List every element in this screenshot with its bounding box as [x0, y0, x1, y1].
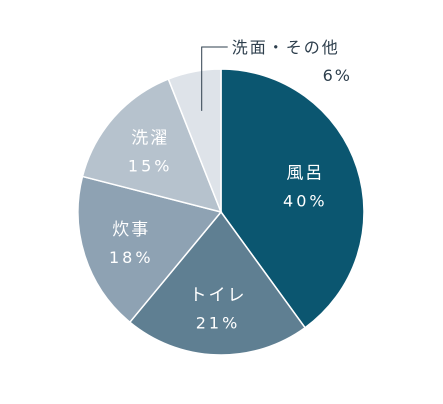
callout-leader-line [201, 46, 228, 111]
pie-slice-cooking [77, 175, 223, 324]
slice-label-laundry: 洗濯 [131, 129, 169, 149]
pie-slices [77, 68, 365, 356]
slice-value-bath: 40% [283, 192, 328, 211]
callout-label-washbasin-other: 洗面・その他 [232, 38, 340, 57]
callout-value-washbasin-other: 6% [323, 66, 352, 85]
pie-slice-washbasin-other [167, 68, 222, 213]
slice-label-cooking: 炊事 [112, 220, 150, 240]
slice-value-cooking: 18% [109, 248, 154, 267]
pie-slice-laundry [81, 78, 223, 214]
pie-slice-bath [220, 68, 365, 329]
pie-labels: 風呂 40% トイレ 21% 炊事 18% 洗濯 15% [109, 129, 328, 333]
slice-label-bath: 風呂 [286, 164, 324, 184]
slice-value-laundry: 15% [128, 157, 173, 176]
slice-value-toilet: 21% [196, 313, 241, 332]
callout-group: 洗面・その他 6% [201, 38, 352, 111]
pie-slice-toilet [128, 210, 307, 356]
slice-label-toilet: トイレ [190, 285, 247, 305]
